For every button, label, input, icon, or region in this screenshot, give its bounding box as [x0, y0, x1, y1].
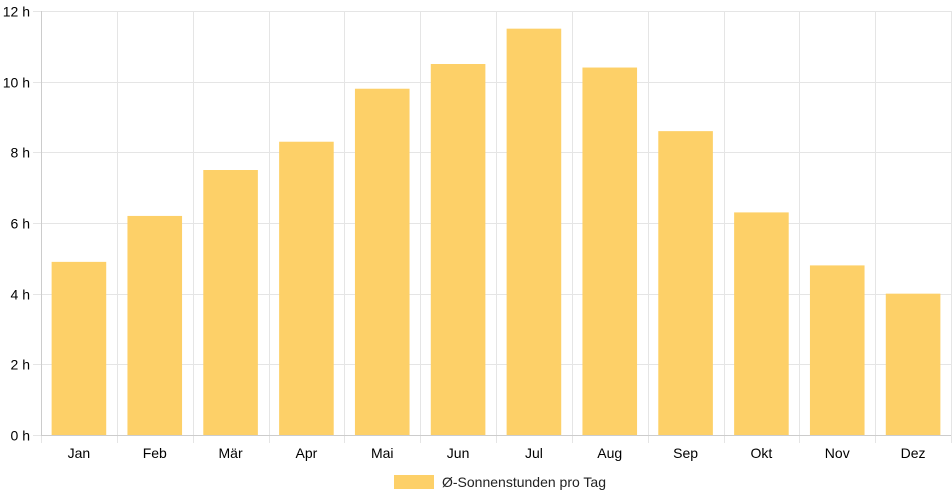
y-tick-label: 6 h [11, 216, 30, 232]
y-tick-label: 12 h [3, 4, 30, 20]
legend-swatch[interactable] [394, 475, 435, 489]
x-tick-label: Mai [371, 445, 394, 461]
bar-series [51, 28, 941, 436]
bar-mär[interactable] [203, 170, 258, 435]
bar-aug[interactable] [582, 67, 638, 436]
y-tick-label: 2 h [11, 357, 30, 373]
y-tick-label: 0 h [11, 428, 30, 444]
x-tick-label: Jul [525, 445, 543, 461]
bar-dez[interactable] [885, 293, 941, 435]
x-tick-label: Feb [143, 445, 167, 461]
x-tick-label: Okt [751, 445, 773, 461]
legend[interactable]: Ø-Sonnenstunden pro Tag [394, 474, 606, 490]
x-tick-label: Dez [901, 445, 926, 461]
bar-sep[interactable] [658, 131, 713, 435]
y-tick-label: 4 h [11, 287, 30, 303]
bar-okt[interactable] [734, 212, 789, 435]
x-tick-label: Aug [597, 445, 622, 461]
axes [41, 11, 951, 436]
legend-label: Ø-Sonnenstunden pro Tag [442, 474, 606, 490]
bar-feb[interactable] [127, 215, 183, 435]
x-tick-label: Nov [825, 445, 850, 461]
y-axis-tick-labels: 0 h 2 h 4 h 6 h 8 h 10 h 12 h [3, 4, 30, 444]
bar-jan[interactable] [51, 261, 107, 435]
bar-mai[interactable] [354, 88, 410, 435]
bar-apr[interactable] [279, 141, 334, 435]
y-tick-label: 10 h [3, 75, 30, 91]
grid-lines [33, 11, 952, 443]
y-tick-label: 8 h [11, 145, 30, 161]
x-tick-label: Mär [219, 445, 243, 461]
x-tick-label: Jun [447, 445, 470, 461]
x-tick-label: Jan [68, 445, 91, 461]
x-axis-tick-labels: Jan Feb Mär Apr Mai Jun Jul Aug Sep Okt Nov Dez [68, 445, 926, 461]
x-tick-label: Sep [673, 445, 698, 461]
x-tick-label: Apr [296, 445, 318, 461]
bar-nov[interactable] [809, 265, 865, 435]
bar-jun[interactable] [430, 64, 486, 435]
bar-jul[interactable] [506, 28, 562, 436]
